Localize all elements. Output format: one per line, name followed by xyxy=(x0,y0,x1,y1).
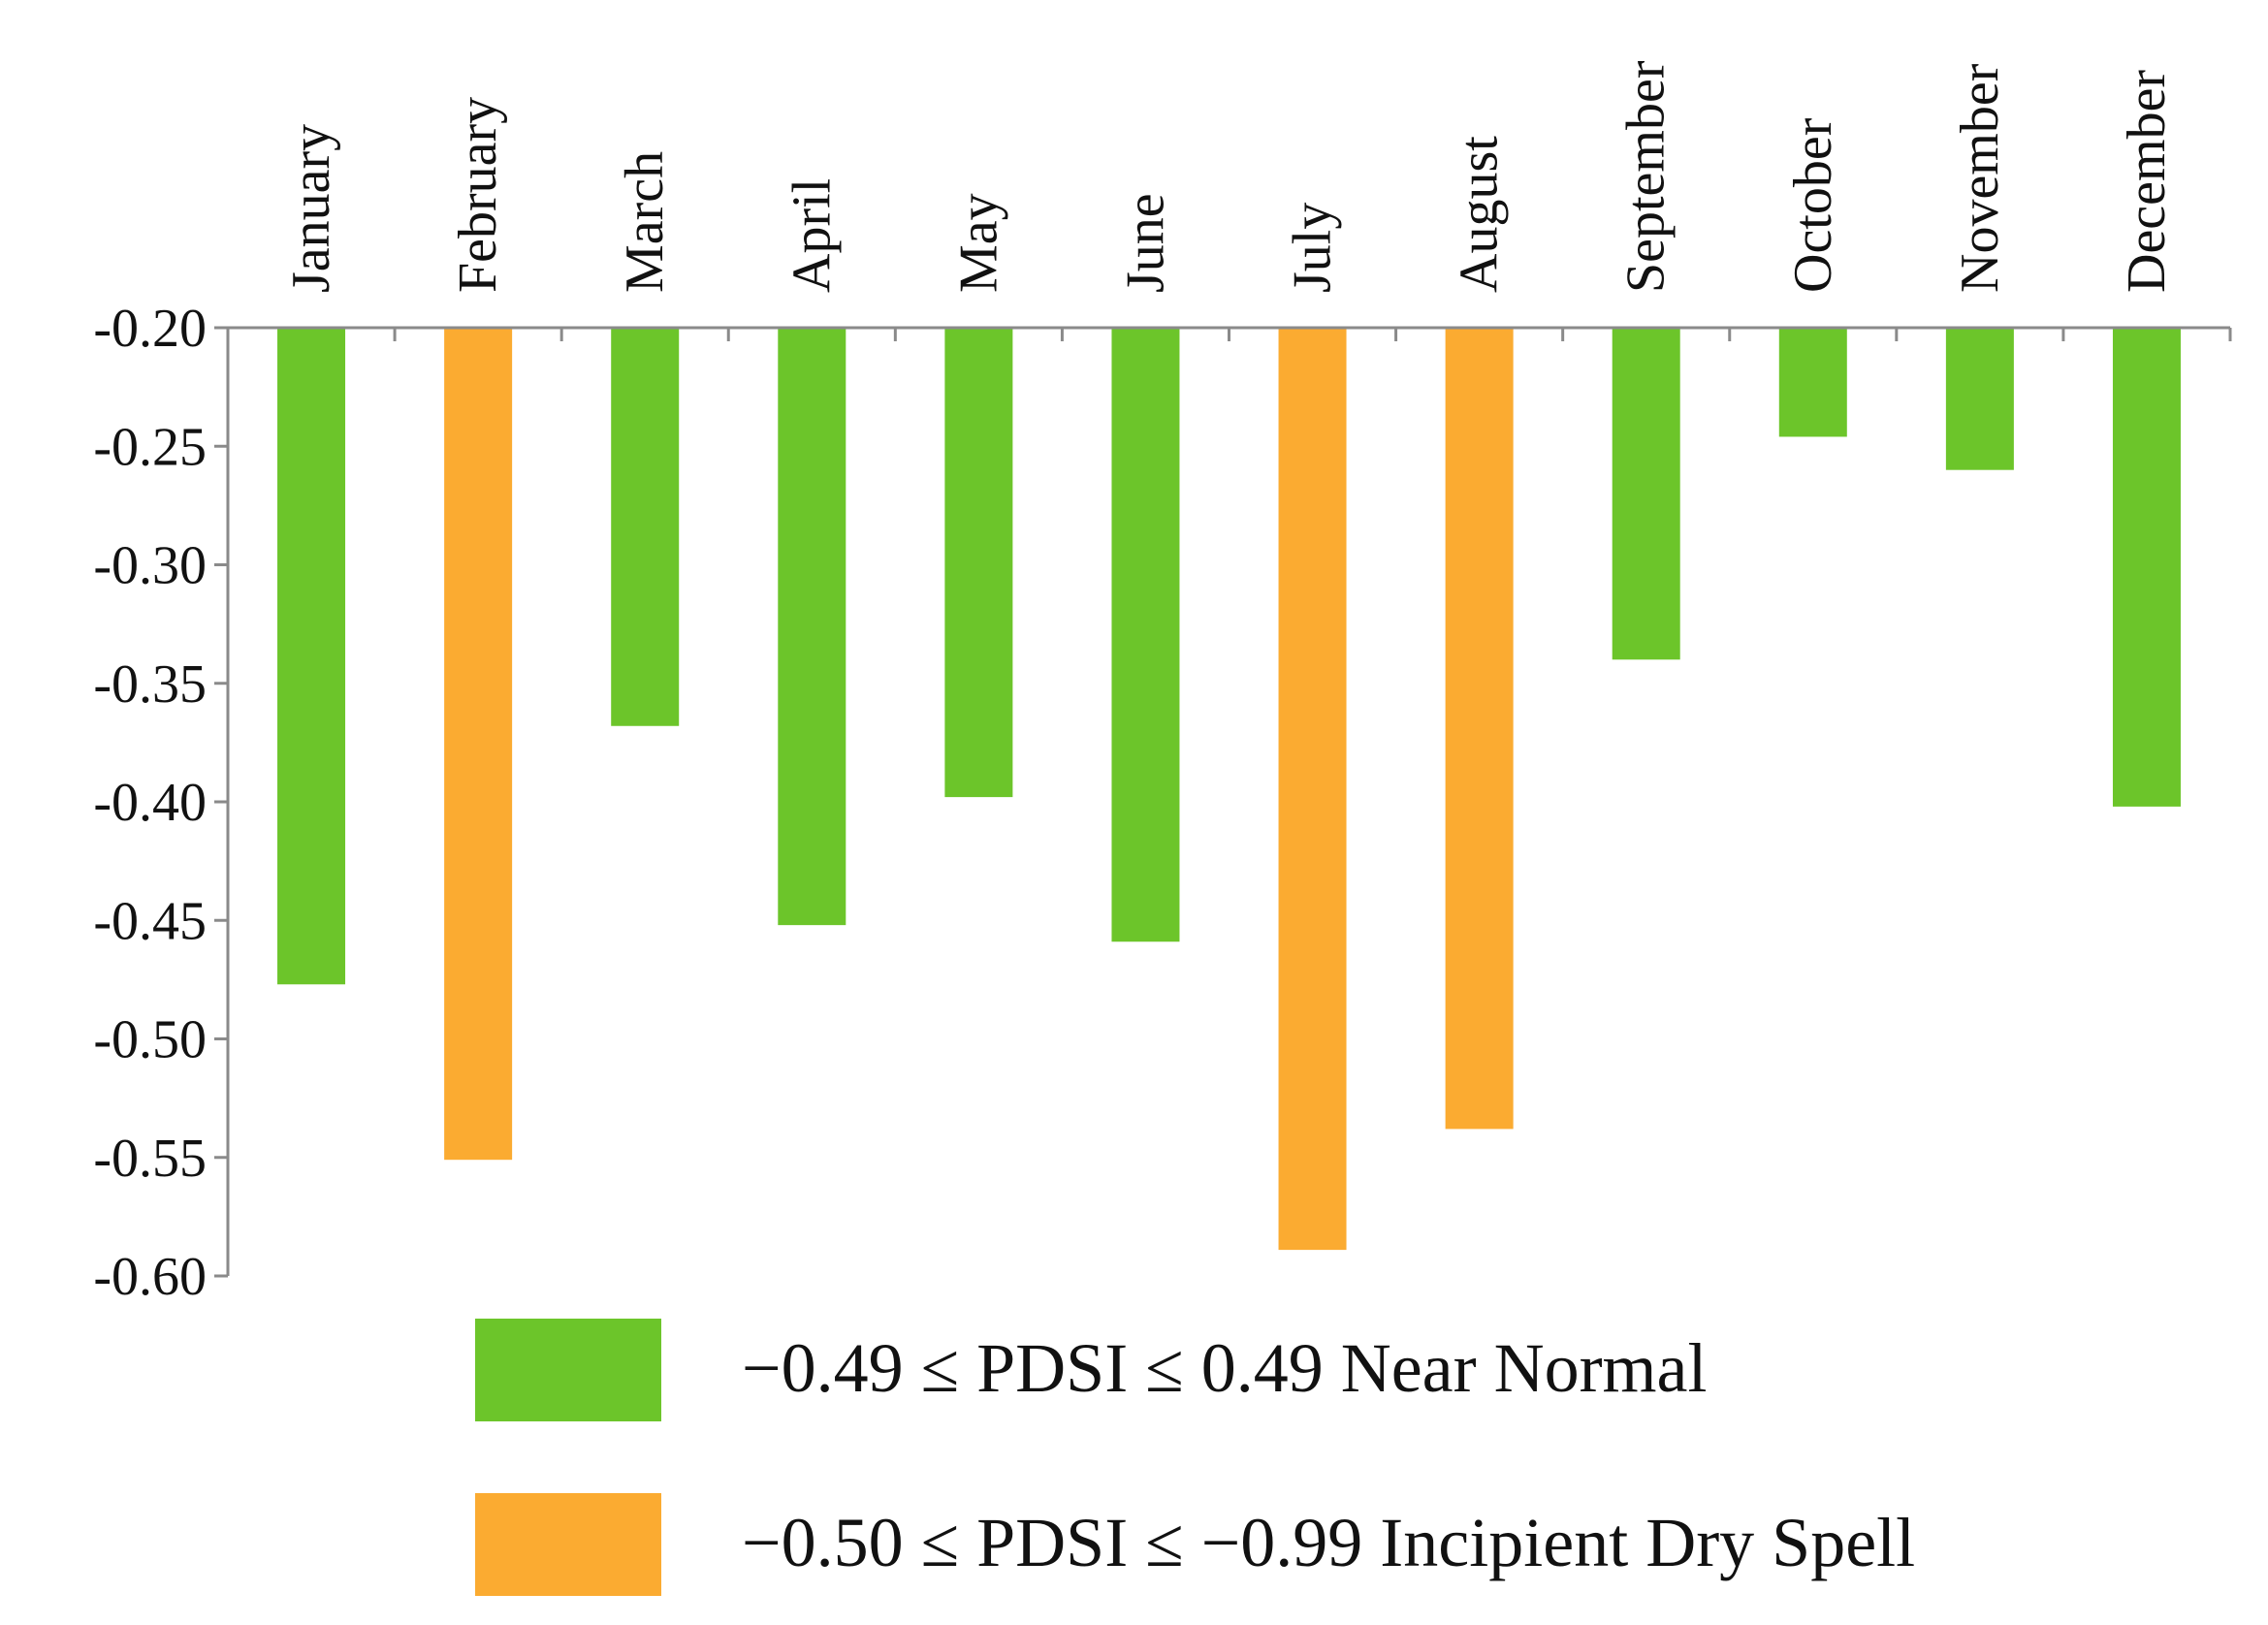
bar-february xyxy=(444,328,513,1161)
legend-swatch-near-normal xyxy=(475,1319,661,1421)
bars-layer xyxy=(277,328,2181,1251)
axes-layer xyxy=(226,326,2230,1276)
category-label-october: October xyxy=(1783,117,1843,293)
y-tick-label: -0.60 xyxy=(93,1247,207,1307)
bar-may xyxy=(944,328,1013,798)
bar-august xyxy=(1445,328,1514,1130)
y-tick-label: -0.55 xyxy=(93,1129,207,1189)
legend-label-incipient-dry-spell: −0.50 ≤ PDSI ≤ −0.99 Incipient Dry Spell xyxy=(742,1504,1915,1581)
bar-january xyxy=(277,328,346,985)
y-tick-label: -0.25 xyxy=(93,417,207,477)
bar-march xyxy=(611,328,680,726)
category-label-august: August xyxy=(1450,136,1510,293)
category-label-july: July xyxy=(1283,203,1343,293)
category-label-june: June xyxy=(1115,193,1175,293)
legend-swatch-incipient-dry-spell xyxy=(475,1493,661,1596)
legend: −0.49 ≤ PDSI ≤ 0.49 Near Normal −0.50 ≤ … xyxy=(475,1319,1915,1596)
bar-november xyxy=(1945,328,2014,470)
y-tick-label: -0.45 xyxy=(93,891,207,951)
y-ticks-layer: -0.20 -0.25 -0.30 -0.35 -0.40 -0.45 -0.50 -0.55… xyxy=(93,299,228,1307)
y-tick-label: -0.30 xyxy=(93,536,207,596)
category-label-january: January xyxy=(281,124,341,293)
bar-september xyxy=(1612,328,1680,660)
y-tick-label: -0.40 xyxy=(93,773,207,833)
category-label-september: September xyxy=(1616,60,1677,293)
y-tick-label: -0.50 xyxy=(93,1010,207,1070)
category-labels-layer: January February March April May June July Augu… xyxy=(281,60,2177,293)
category-label-february: February xyxy=(448,97,508,293)
category-label-may: May xyxy=(948,193,1008,293)
category-label-march: March xyxy=(615,151,675,293)
x-ticks-layer xyxy=(226,328,2232,341)
y-tick-label: -0.35 xyxy=(93,654,207,715)
y-tick-label: -0.20 xyxy=(93,299,207,359)
category-label-december: December xyxy=(2117,70,2177,293)
category-label-november: November xyxy=(1950,63,2010,293)
bar-july xyxy=(1278,328,1347,1251)
bar-december xyxy=(2112,328,2181,807)
bar-april xyxy=(778,328,847,926)
bar-october xyxy=(1778,328,1847,437)
category-label-april: April xyxy=(782,178,842,293)
legend-label-near-normal: −0.49 ≤ PDSI ≤ 0.49 Near Normal xyxy=(742,1329,1708,1407)
bar-june xyxy=(1111,328,1180,942)
